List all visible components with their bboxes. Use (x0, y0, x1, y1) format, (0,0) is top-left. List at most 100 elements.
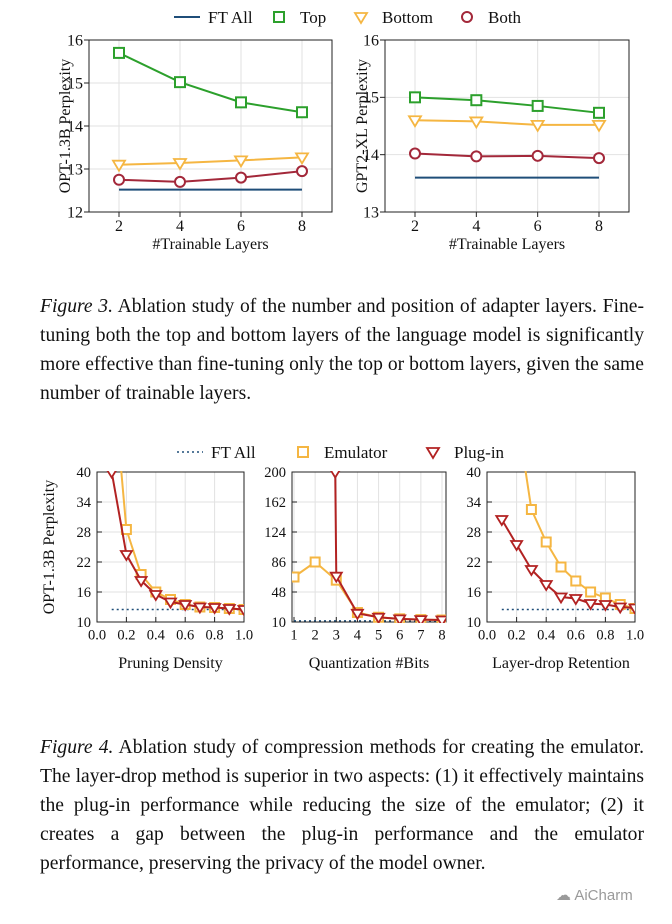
data-point-bottom (294, 152, 310, 166)
plot-frame (291, 471, 447, 623)
data-point-plug-in (568, 594, 583, 606)
x-tick-label: 2 (411, 218, 419, 235)
data-point-both (296, 165, 308, 178)
y-axis-label: GPT2-XL Perplexity (354, 59, 371, 193)
y-tick-label: 22 (77, 555, 92, 571)
x-tick-label: 7 (417, 628, 424, 644)
x-axis-label: Layer-drop Retention (492, 655, 630, 672)
x-tick-label: 3 (333, 628, 340, 644)
data-point-emulator (570, 575, 582, 587)
y-tick-label: 40 (467, 465, 482, 481)
legend-label-ft-all: FT All (208, 8, 253, 27)
data-point-top (296, 106, 308, 119)
y-tick-label: 34 (467, 495, 482, 511)
y-tick-label: 15 (363, 90, 379, 107)
series-line-plug-in (334, 471, 443, 622)
series-line-emulator (293, 560, 443, 622)
y-tick-label: 16 (363, 32, 379, 49)
series-group (106, 471, 244, 617)
fig4-quantization-chart: 10 48 86 124 162 200 1 2 3 4 5 6 7 8 Quantization #Bit… (264, 465, 447, 672)
x-tick-label: 2 (312, 628, 319, 644)
y-axis-label: OPT-1.3B Perplexity (57, 59, 74, 194)
x-tick-label: 0.8 (206, 628, 224, 644)
legend-swatch-emulator (297, 446, 309, 458)
figure4-legend: FT All Emulator Plug-in (177, 443, 505, 462)
y-tick-label: 200 (264, 465, 286, 481)
data-point-plug-in (627, 603, 635, 616)
series-line-plug-in (500, 518, 635, 609)
plot-frame (96, 471, 245, 623)
legend-label-emulator: Emulator (324, 443, 388, 462)
figure3-caption: Figure 3. Ablation study of the number a… (40, 292, 644, 408)
y-tick-label: 13 (67, 161, 83, 178)
series-line-top (414, 96, 600, 114)
x-tick-label: 0.6 (176, 628, 194, 644)
y-tick-label: 14 (363, 147, 379, 164)
data-point-plug-in (192, 602, 208, 615)
x-tick-label: 0.0 (88, 628, 106, 644)
data-point-top (593, 106, 605, 119)
x-axis-label: #Trainable Layers (152, 236, 268, 253)
data-point-plug-in (494, 515, 509, 527)
data-point-both (174, 175, 186, 188)
x-tick-label: 4 (176, 218, 184, 235)
data-point-plug-in (119, 550, 134, 562)
data-point-plug-in (106, 471, 117, 480)
watermark: ☁ AiCharm (556, 886, 633, 904)
data-point-bottom (407, 115, 423, 129)
data-point-emulator (525, 504, 537, 515)
y-tick-label: 124 (264, 525, 287, 541)
data-point-plug-in (178, 600, 193, 612)
y-tick-label: 14 (67, 118, 83, 135)
x-tick-label: 1.0 (235, 628, 253, 644)
data-point-plug-in (524, 565, 539, 577)
fig4-pruning-chart: 10 16 22 28 34 40 0.0 0.2 0.4 0.6 0.8 1.0 Pruning De… (41, 465, 253, 672)
legend-swatch-bottom (353, 12, 369, 25)
series-line-both (414, 152, 600, 160)
series-line-top (118, 51, 303, 114)
data-point-emulator (585, 586, 597, 598)
plot-frame (486, 471, 636, 623)
y-tick-label: 16 (467, 585, 482, 601)
data-point-both (409, 147, 421, 160)
y-tick-label: 12 (67, 204, 83, 221)
data-point-bottom (233, 155, 249, 169)
data-point-bottom (172, 158, 188, 171)
x-tick-label: 8 (298, 218, 306, 235)
legend-label-plug-in: Plug-in (454, 443, 505, 462)
legend-label-bottom: Bottom (382, 8, 433, 27)
data-point-bottom (530, 119, 546, 133)
y-tick-label: 28 (467, 525, 482, 541)
legend-label-both: Both (488, 8, 522, 27)
y-tick-label: 13 (363, 204, 379, 221)
x-tick-label: 1.0 (626, 628, 644, 644)
data-point-plug-in (509, 540, 524, 552)
x-tick-label: 0.2 (508, 628, 526, 644)
y-tick-label: 40 (77, 465, 92, 481)
y-tick-label: 34 (77, 495, 92, 511)
figure3-legend: FT All Top Bottom Both (174, 8, 522, 27)
x-axis-label: Pruning Density (118, 655, 222, 672)
data-point-both (593, 152, 605, 165)
y-tick-label: 48 (272, 585, 287, 601)
data-point-plug-in (583, 599, 598, 611)
data-point-plug-in (350, 608, 365, 621)
series-line-both (118, 170, 303, 183)
legend-swatch-plug-in (425, 447, 441, 460)
fig4-layerdrop-chart: 10 16 22 28 34 40 0.0 0.2 0.4 0.6 0.8 1.0 Layer-drop… (467, 465, 645, 672)
data-point-plug-in (392, 614, 407, 623)
x-tick-label: 4 (354, 628, 362, 644)
plot-frame (384, 39, 630, 213)
legend-label-top: Top (300, 8, 326, 27)
series-group (292, 471, 446, 623)
data-point-plug-in (598, 600, 613, 612)
series-group (494, 471, 635, 616)
series-group (407, 91, 607, 179)
series-line-plug-in (110, 471, 244, 611)
watermark-text: AiCharm (574, 887, 633, 904)
figure3-caption-text: Ablation study of the number and positio… (40, 296, 644, 404)
x-tick-label: 8 (438, 628, 445, 644)
wechat-icon: ☁ (556, 887, 575, 904)
x-tick-label: 6 (534, 218, 542, 235)
data-point-plug-in (371, 612, 386, 623)
